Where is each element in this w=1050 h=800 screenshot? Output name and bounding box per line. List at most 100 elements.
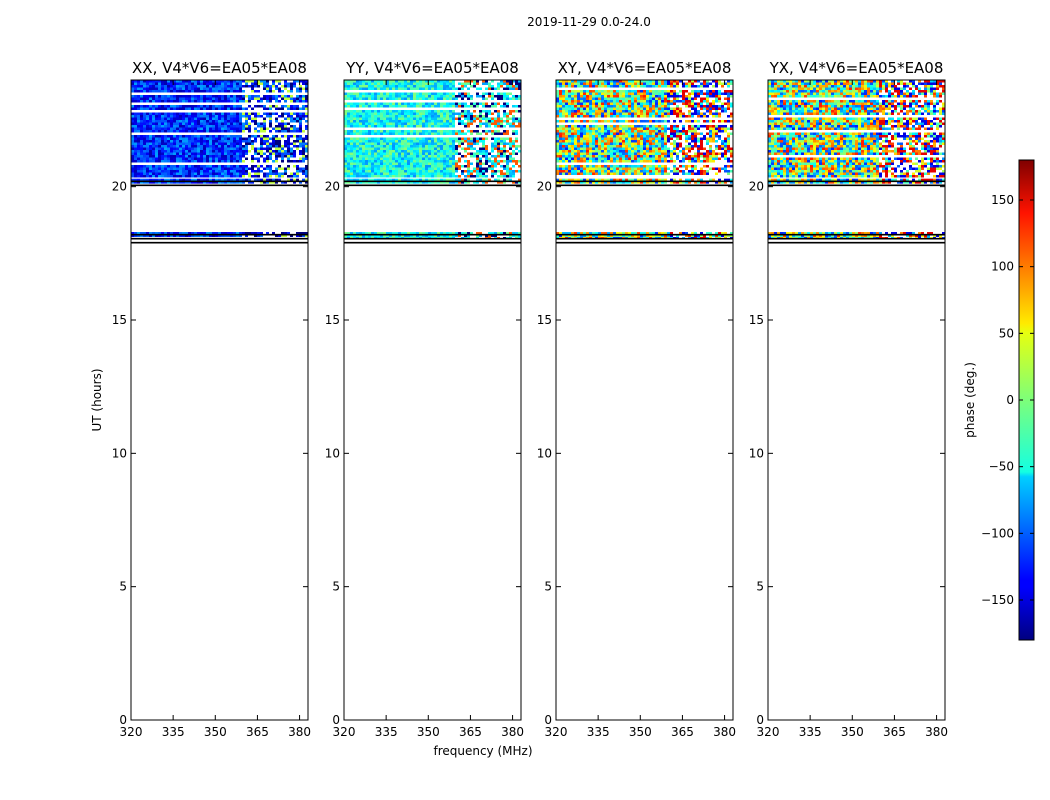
phase-cell [646,232,649,235]
phase-cell [245,115,248,118]
phase-cell [392,150,395,153]
phase-cell [479,178,482,182]
phase-cell [616,97,619,100]
phase-cell [416,175,419,178]
phase-cell [275,137,278,140]
phase-cell [155,82,158,85]
phase-cell [631,232,634,235]
phase-cell [649,90,652,93]
phase-cell [299,85,302,88]
phase-cell [371,122,374,125]
phase-cell [185,147,188,150]
phase-cell [664,90,667,93]
phase-cell [721,82,724,85]
phase-cell [422,145,425,148]
phase-cell [374,130,377,133]
phase-cell [344,160,347,163]
phase-cell [688,105,691,108]
phase-cell [380,232,383,235]
phase-cell [185,100,188,103]
phase-cell [404,150,407,153]
phase-cell [419,137,422,140]
phase-cell [239,130,242,133]
phase-cell [491,97,494,100]
phase-cell [398,120,401,123]
phase-cell [565,80,568,83]
phase-cell [419,122,422,125]
phase-cell [164,152,167,155]
phase-cell [712,107,715,110]
phase-cell [221,112,224,115]
phase-cell [485,122,488,125]
phase-cell [389,110,392,113]
phase-cell [176,152,179,155]
phase-cell [236,95,239,98]
phase-cell [146,97,149,100]
phase-cell [155,95,158,98]
phase-cell [239,137,242,140]
phase-cell [167,142,170,145]
phase-cell [455,140,458,143]
phase-cell [260,82,263,85]
phase-cell [299,125,302,128]
phase-cell [386,172,389,175]
phase-cell [227,234,230,237]
phase-cell [383,170,386,173]
phase-cell [583,105,586,108]
phase-cell [194,142,197,145]
phase-cell [721,92,724,95]
phase-cell [260,155,263,158]
phase-cell [251,155,254,158]
phase-cell [233,172,236,175]
phase-cell [215,140,218,143]
phase-cell [281,120,284,123]
phase-cell [179,175,182,178]
phase-cell [589,85,592,88]
phase-cell [359,85,362,88]
phase-cell [512,152,515,155]
phase-cell [188,181,191,184]
phase-cell [401,85,404,88]
phase-cell [230,80,233,83]
phase-cell [203,112,206,115]
phase-cell [242,155,245,158]
phase-cell [296,178,299,182]
phase-cell [302,170,305,173]
phase-cell [272,145,275,148]
phase-cell [218,178,221,182]
phase-cell [179,95,182,98]
phase-cell [353,112,356,115]
phase-cell [248,117,251,120]
phase-cell [655,100,658,103]
phase-cell [179,150,182,153]
phase-cell [422,110,425,113]
phase-cell [188,120,191,123]
phase-cell [185,157,188,160]
phase-cell [209,82,212,85]
phase-cell [500,95,503,98]
phase-cell [239,85,242,88]
phase-cell [613,92,616,95]
phase-cell [571,232,574,235]
phase-cell [131,155,134,158]
phase-cell [278,87,281,90]
phase-cell [425,140,428,143]
phase-cell [215,232,218,235]
phase-cell [179,115,182,118]
phase-cell [164,115,167,118]
phase-cell [350,130,353,133]
phase-cell [257,122,260,125]
phase-cell [356,170,359,173]
phase-cell [655,90,658,93]
phase-cell [401,178,404,182]
phase-cell [161,80,164,83]
phase-cell [625,102,628,105]
phase-cell [658,82,661,85]
phase-cell [506,165,509,168]
phase-cell [254,165,257,168]
phase-cell [443,92,446,95]
phase-cell [356,162,359,165]
phase-cell [218,147,221,150]
phase-cell [368,87,371,90]
phase-cell [479,162,482,165]
